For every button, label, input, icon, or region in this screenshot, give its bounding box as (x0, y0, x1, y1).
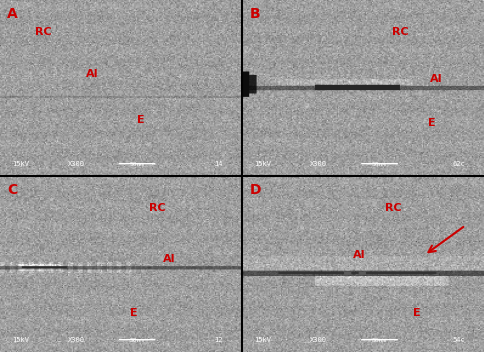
Text: 15kV: 15kV (254, 337, 271, 343)
Text: 14: 14 (214, 161, 223, 167)
Text: 54c: 54c (452, 337, 465, 343)
Text: RC: RC (149, 203, 166, 213)
Text: RC: RC (384, 203, 400, 213)
Text: B: B (249, 7, 260, 21)
Text: X300: X300 (68, 337, 85, 343)
Text: RC: RC (35, 27, 52, 37)
Text: D: D (249, 183, 261, 197)
Text: 62c: 62c (452, 161, 465, 167)
Text: 15kV: 15kV (12, 161, 29, 167)
Text: E: E (412, 308, 420, 318)
Text: AI: AI (429, 74, 442, 84)
Text: E: E (427, 118, 435, 128)
Text: X300: X300 (310, 161, 327, 167)
Text: 50nm: 50nm (129, 338, 144, 343)
Text: 50nm: 50nm (371, 162, 386, 167)
Text: RC: RC (391, 27, 408, 37)
Text: AI: AI (352, 250, 364, 260)
Text: A: A (7, 7, 18, 21)
Text: 50nm: 50nm (129, 162, 144, 167)
Text: 15kV: 15kV (254, 161, 271, 167)
Text: 12: 12 (214, 337, 223, 343)
Text: C: C (7, 183, 17, 197)
Text: 15kV: 15kV (12, 337, 29, 343)
Text: E: E (129, 308, 137, 318)
Text: X300: X300 (68, 161, 85, 167)
Text: 50nm: 50nm (371, 338, 386, 343)
Text: X300: X300 (310, 337, 327, 343)
Text: AI: AI (163, 254, 176, 264)
Text: AI: AI (86, 69, 98, 79)
Text: E: E (136, 115, 144, 125)
